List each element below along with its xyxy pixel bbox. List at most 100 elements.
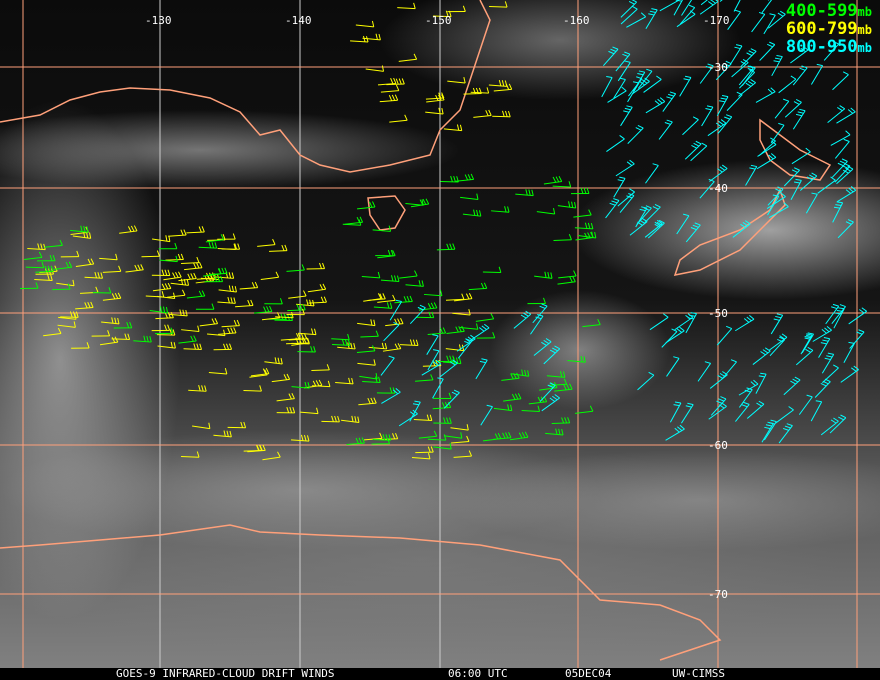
wind-barb (361, 271, 381, 279)
wind-barb (492, 110, 511, 118)
wind-barb (450, 424, 469, 431)
wind-barb (218, 285, 237, 293)
wind-barb (357, 359, 376, 366)
wind-barb (152, 282, 172, 292)
wind-barb (536, 208, 556, 215)
wind-barb (768, 333, 788, 351)
wind-barb (455, 173, 475, 182)
wind-barb (719, 0, 723, 2)
wind-barb (280, 333, 300, 341)
wind-barb (271, 373, 291, 383)
wind-barb (626, 12, 647, 28)
wind-barb (34, 274, 53, 281)
wind-barb (389, 114, 408, 123)
wind-barb (766, 192, 786, 210)
wind-barb (264, 357, 283, 365)
wind-barb (755, 87, 776, 103)
wind-barb (379, 94, 399, 103)
wind-barb (493, 404, 513, 412)
wind-barb (470, 323, 490, 341)
wind-barb (286, 264, 305, 272)
wind-barb (605, 198, 620, 219)
wind-barb (165, 253, 184, 261)
wind-barb (831, 304, 846, 325)
wind-barb (613, 176, 626, 198)
wind-barb (637, 68, 653, 89)
wind-barb (368, 342, 388, 350)
wind-barb (615, 51, 631, 72)
wind-barb (805, 192, 818, 214)
wind-barb (169, 309, 188, 317)
wind-barb (439, 359, 458, 378)
latitude-label: -50 (708, 307, 728, 320)
legend-400-599: 400-599mb (786, 2, 872, 21)
wind-barb (443, 389, 460, 409)
wind-barb (385, 318, 404, 327)
wind-barb (629, 217, 648, 236)
wind-barb (178, 335, 197, 344)
wind-barb (574, 405, 594, 414)
wind-barb (759, 41, 776, 61)
wind-barb (823, 41, 840, 61)
wind-barb (167, 289, 186, 298)
wind-barb (601, 75, 613, 98)
wind-barb (341, 415, 360, 423)
wind-barb (620, 0, 637, 18)
wind-barb (207, 329, 226, 337)
wind-barb (738, 65, 754, 86)
wind-barb (355, 20, 375, 28)
wind-barb (818, 336, 831, 358)
tasmania-coast (367, 195, 406, 231)
wind-barb (432, 401, 452, 410)
wind-barb (27, 243, 46, 251)
wind-barb (25, 261, 45, 269)
wind-barb (356, 345, 376, 354)
wind-barb (659, 0, 680, 12)
wind-barb (832, 201, 844, 223)
longitude-label: -130 (145, 14, 172, 27)
wind-barb (198, 241, 218, 249)
wind-barb (264, 298, 283, 305)
wind-barb (425, 92, 445, 100)
longitude-label: -150 (425, 14, 452, 27)
wind-barb (111, 333, 131, 340)
wind-barb (445, 293, 465, 301)
wind-barb (543, 345, 561, 365)
wind-barb (156, 329, 176, 336)
wind-barb (364, 432, 383, 441)
wind-barb (75, 301, 94, 310)
wind-barb (52, 283, 71, 291)
wind-barb (468, 282, 488, 291)
legend-range: 600-799 (785, 19, 858, 39)
wind-barb (217, 296, 236, 304)
wind-barb (810, 400, 823, 422)
wind-barb (186, 226, 205, 234)
wind-barb (451, 435, 470, 444)
wind-barb (151, 269, 171, 276)
wind-barb (482, 433, 502, 442)
wind-barb (276, 406, 296, 414)
wind-barb (362, 376, 381, 383)
wind-barb (480, 404, 493, 426)
wind-barb (432, 392, 452, 400)
wind-barb (269, 244, 288, 252)
wind-barb (426, 94, 445, 103)
wind-barb (440, 175, 459, 183)
wind-barb (367, 293, 386, 301)
wind-barb (291, 381, 310, 389)
wind-barb (99, 336, 119, 346)
wind-barb (380, 275, 400, 282)
wind-barb (836, 107, 856, 124)
wind-barb (783, 167, 800, 187)
wind-barb (227, 421, 247, 429)
wind-barb (832, 71, 849, 91)
wind-barb (415, 311, 435, 319)
wind-barb (383, 322, 400, 342)
wind-barb (770, 313, 784, 335)
wind-barbs (20, 0, 867, 461)
wind-barb (243, 385, 262, 392)
wind-barb (662, 91, 677, 112)
wind-barb (707, 119, 727, 137)
wind-barb (204, 275, 224, 283)
wind-barb (53, 261, 73, 270)
